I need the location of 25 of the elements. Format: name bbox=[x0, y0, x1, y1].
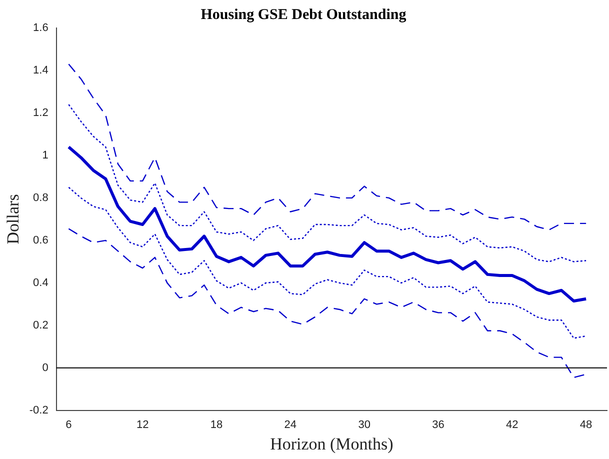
chart-title: Housing GSE Debt Outstanding bbox=[200, 6, 407, 23]
x-tick-label: 48 bbox=[580, 419, 592, 432]
line-series bbox=[68, 228, 587, 378]
y-tick-label: 1 bbox=[42, 150, 48, 162]
y-axis-title: Dollars bbox=[4, 194, 23, 244]
y-tick-label: -0.2 bbox=[29, 404, 48, 416]
x-tick-label: 36 bbox=[432, 419, 444, 432]
y-tick-label: 0.2 bbox=[33, 319, 48, 332]
line-series bbox=[68, 186, 587, 339]
y-tick-label: 0 bbox=[42, 362, 48, 374]
x-tick-label: 6 bbox=[66, 419, 72, 432]
y-tick-label: 0.4 bbox=[33, 276, 48, 289]
line-series bbox=[68, 104, 587, 262]
x-tick-label: 42 bbox=[506, 419, 518, 432]
x-tick-label: 18 bbox=[210, 419, 223, 432]
x-tick-label: 24 bbox=[284, 419, 297, 432]
y-tick-label: 1.2 bbox=[33, 107, 48, 120]
y-tick-label: 0.8 bbox=[33, 192, 48, 204]
y-tick-label: 0.6 bbox=[33, 234, 48, 246]
x-axis-title: Horizon (Months) bbox=[270, 434, 394, 454]
x-tick-label: 12 bbox=[136, 419, 149, 432]
x-tick-label: 30 bbox=[358, 419, 370, 432]
y-tick-label: 1.6 bbox=[33, 22, 48, 34]
y-tick-label: 1.4 bbox=[33, 64, 48, 77]
line-series bbox=[68, 64, 587, 230]
